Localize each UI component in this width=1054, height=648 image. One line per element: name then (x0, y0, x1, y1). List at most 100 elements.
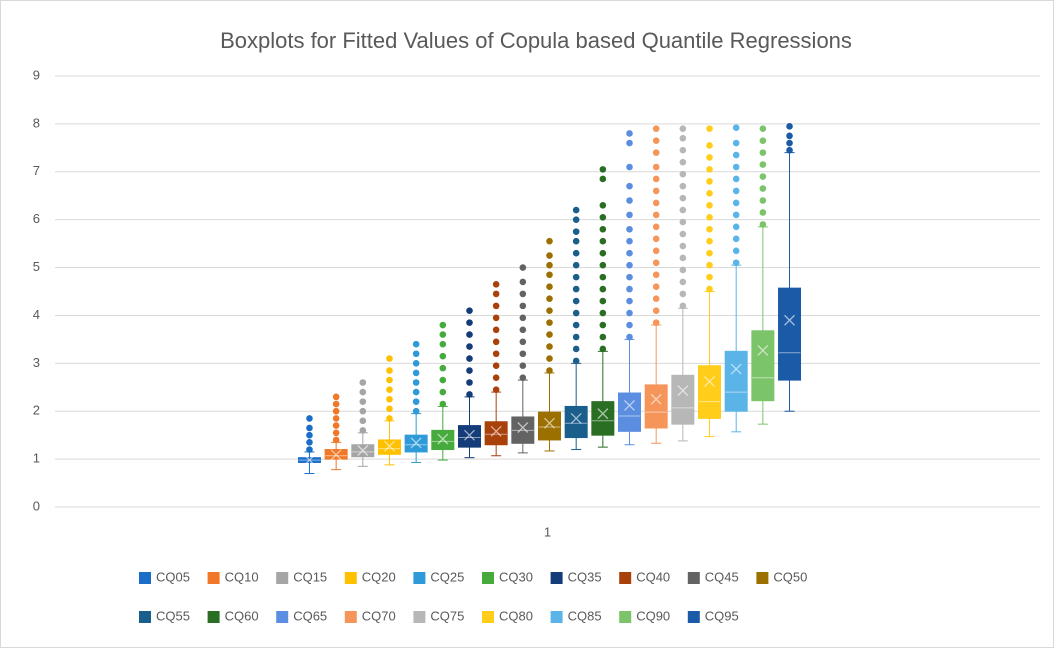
mean-marker (437, 433, 449, 445)
outlier (546, 367, 553, 374)
y-tick-label: 8 (33, 115, 40, 130)
outlier (492, 314, 500, 322)
outlier (599, 202, 607, 209)
outlier (466, 319, 473, 326)
outlier (466, 379, 473, 386)
outlier (706, 225, 713, 233)
legend-label: CQ20 (362, 569, 396, 584)
outlier (439, 400, 447, 408)
outlier (359, 379, 367, 386)
outlier (732, 235, 740, 243)
box (751, 330, 775, 402)
outlier (332, 429, 340, 437)
legend-label: CQ05 (156, 569, 190, 584)
outlier (546, 343, 553, 350)
outlier (519, 350, 527, 358)
outlier (466, 367, 473, 374)
mean-marker (570, 412, 582, 424)
legend-label: CQ15 (293, 569, 327, 584)
outlier (572, 273, 580, 281)
outlier (466, 391, 473, 398)
outlier (732, 223, 740, 231)
outlier (412, 369, 420, 377)
outlier (599, 166, 607, 173)
outlier (386, 376, 393, 384)
outlier (572, 216, 580, 223)
legend-label: CQ60 (225, 608, 259, 623)
mean-marker (624, 400, 635, 411)
outlier (519, 302, 527, 310)
outlier (679, 254, 687, 262)
legend-label: CQ50 (773, 569, 807, 584)
legend-swatch (344, 572, 357, 584)
outlier (546, 331, 553, 338)
outlier (732, 151, 740, 159)
box (591, 401, 615, 436)
legend-label: CQ65 (293, 608, 327, 623)
outlier (439, 352, 447, 360)
legend-swatch (139, 572, 151, 584)
legend-label: CQ55 (156, 608, 190, 623)
outlier (546, 355, 553, 362)
outlier (572, 333, 580, 341)
y-tick-label: 7 (33, 163, 40, 178)
outlier (519, 374, 527, 382)
outlier (652, 295, 660, 302)
legend-swatch (619, 572, 632, 584)
outlier (546, 261, 553, 269)
outlier (519, 314, 527, 322)
outlier (786, 146, 793, 154)
outlier (546, 237, 553, 245)
mean-marker (464, 429, 475, 441)
mean-marker (304, 454, 315, 466)
outlier (759, 137, 767, 144)
outlier (706, 249, 713, 257)
outlier (652, 307, 660, 314)
box (778, 287, 802, 381)
outlier (706, 142, 713, 149)
outlier (332, 400, 340, 408)
outlier (626, 211, 633, 219)
outlier (572, 309, 580, 317)
outlier (572, 206, 580, 214)
legend-swatch (619, 611, 632, 623)
y-tick-label: 9 (33, 67, 40, 82)
outlier (626, 182, 633, 190)
outlier (679, 302, 687, 310)
legend-label: CQ85 (568, 608, 602, 623)
outlier (386, 367, 393, 374)
outlier (706, 261, 713, 269)
outlier (706, 213, 713, 221)
outlier (412, 379, 420, 386)
legend-label: CQ70 (362, 608, 396, 623)
outlier (332, 415, 340, 422)
outlier (599, 225, 607, 233)
outlier (759, 173, 767, 180)
chart-title: Boxplots for Fitted Values of Copula bas… (220, 28, 852, 53)
outlier (412, 340, 420, 348)
outlier (386, 386, 393, 393)
outlier (519, 338, 527, 346)
outlier (626, 197, 633, 204)
outlier (546, 283, 553, 291)
outlier (679, 242, 687, 250)
outlier (652, 149, 660, 156)
outlier (546, 295, 553, 302)
mean-marker (384, 440, 395, 452)
outlier (706, 237, 713, 245)
outlier (706, 125, 713, 132)
legend-swatch (550, 611, 563, 623)
outlier (599, 285, 607, 293)
box (644, 384, 668, 429)
outlier (626, 297, 633, 305)
outlier (599, 273, 607, 281)
outlier (786, 132, 793, 140)
mean-marker (330, 449, 342, 461)
outlier (679, 206, 687, 214)
outlier (652, 259, 660, 267)
outlier (546, 307, 553, 314)
legend-swatch (276, 572, 289, 584)
legend-swatch (482, 572, 494, 584)
outlier (759, 125, 767, 132)
mean-marker (677, 385, 689, 397)
